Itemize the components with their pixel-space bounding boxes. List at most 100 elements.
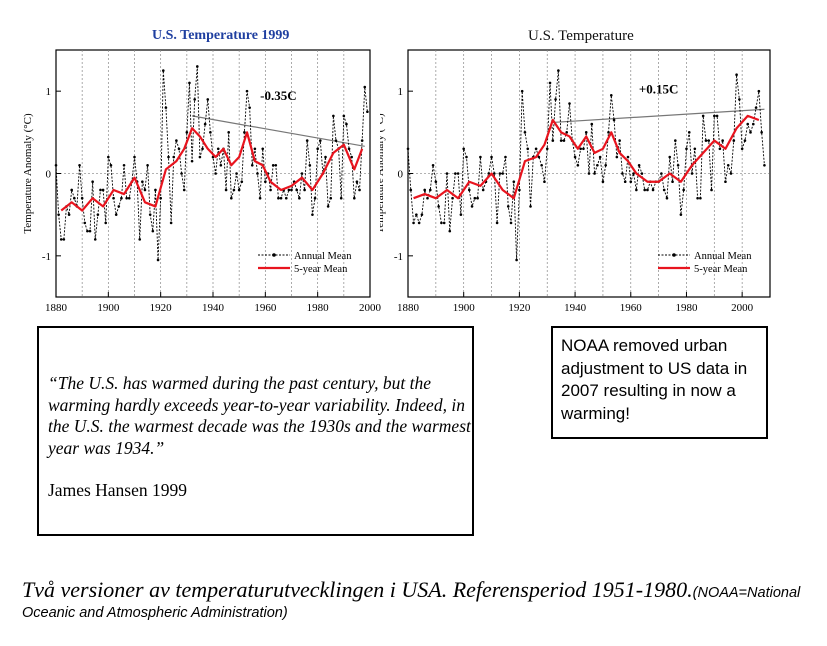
left-legend-annual-marker <box>272 253 276 257</box>
right-annual-mean-point <box>726 163 730 167</box>
quote-author: James Hansen 1999 <box>48 480 188 500</box>
left-annual-mean-point <box>224 188 228 192</box>
left-x-tick-label: 1900 <box>97 302 120 314</box>
left-annual-mean-point <box>196 65 199 68</box>
left-annual-mean-point <box>298 196 301 200</box>
left-annual-mean-point <box>57 213 60 216</box>
left-annual-mean-point <box>219 163 223 167</box>
left-annual-mean-point <box>235 172 238 175</box>
left-annual-mean-point <box>329 196 333 200</box>
right-annual-mean-point <box>526 147 530 151</box>
left-annual-mean-point <box>311 213 314 216</box>
right-annual-mean-point <box>621 172 624 175</box>
left-annual-mean-point <box>350 155 353 159</box>
left-annual-mean-point <box>230 196 233 200</box>
left-annual-mean-point <box>332 114 335 118</box>
chart-title: U.S. Temperature 1999 <box>152 28 290 43</box>
left-annual-mean-point <box>290 188 293 192</box>
left-annual-mean-point <box>99 188 102 192</box>
left-annual-mean-point <box>253 147 257 151</box>
left-annual-mean-point <box>148 213 152 216</box>
right-annual-mean-point <box>509 221 513 225</box>
right-annual-mean-point <box>660 172 663 175</box>
left-annual-mean-point <box>172 155 176 159</box>
right-annual-mean-point <box>740 147 744 151</box>
left-annual-mean-point <box>232 188 236 192</box>
right-annual-mean-point <box>646 188 649 192</box>
left-annual-mean-point <box>125 196 128 200</box>
caption-main: Två versioner av temperaturutvecklingen … <box>22 577 693 602</box>
right-annual-mean-point <box>718 147 722 151</box>
right-annual-mean-point <box>579 147 582 151</box>
caption-small: (NOAA=National Oceanic and Atmospheric A… <box>22 585 801 621</box>
left-annual-mean-point <box>261 147 265 151</box>
right-annual-mean-point <box>635 188 638 192</box>
left-annual-mean-point <box>366 110 369 114</box>
left-annual-mean-point <box>284 196 288 200</box>
right-annual-mean-point <box>481 188 485 192</box>
left-annual-mean-point <box>316 147 319 151</box>
right-legend-annual-label: Annual Mean <box>694 251 752 262</box>
left-annual-mean-point <box>143 188 147 192</box>
left-annual-mean-point <box>227 131 230 134</box>
left-x-tick-label: 1960 <box>254 302 277 314</box>
left-annual-mean-point <box>91 180 94 184</box>
left-annual-mean-point <box>120 196 123 200</box>
left-annual-mean-point <box>269 188 272 192</box>
right-annual-mean-point <box>713 114 716 118</box>
right-annual-mean-point <box>431 163 435 167</box>
left-trend-annotation: -0.35C <box>260 88 296 103</box>
right-annual-mean-point <box>476 196 479 200</box>
right-annual-mean-point <box>406 147 410 151</box>
right-annual-mean-point <box>640 172 644 175</box>
right-annual-mean-point <box>651 188 655 192</box>
right-annual-mean-point <box>732 139 736 142</box>
left-annual-mean-point <box>305 139 309 142</box>
left-annual-mean-point <box>96 213 100 216</box>
right-annual-mean-point <box>493 172 496 175</box>
right-annual-mean-point <box>465 155 468 159</box>
left-annual-mean-point <box>73 196 76 200</box>
left-annual-mean-point <box>114 213 118 216</box>
left-annual-mean-line <box>55 66 368 260</box>
left-annual-mean-point <box>201 147 204 151</box>
chart-us-temperature: U.S. Temperature 1880 1900 1920 1940 1960 198… <box>374 0 775 325</box>
left-annual-mean-point <box>59 238 63 241</box>
left-y-tick-label: 1 <box>46 86 52 98</box>
right-annual-mean-point <box>520 89 524 93</box>
left-annual-mean-point <box>117 205 121 208</box>
right-five-year-mean-line <box>413 114 760 200</box>
right-annual-mean-point <box>568 102 571 105</box>
right-annual-mean-point <box>437 205 440 208</box>
left-annual-mean-point <box>62 238 66 241</box>
right-legend-five-year-label: 5-year Mean <box>694 264 748 275</box>
right-annual-mean-point <box>701 114 705 118</box>
right-annual-mean-point <box>721 139 724 142</box>
left-annual-mean-point <box>177 147 181 151</box>
right-annual-mean-point <box>512 180 516 184</box>
left-annual-mean-point <box>216 147 220 151</box>
right-annual-mean-point <box>506 205 510 208</box>
left-annual-mean-point <box>277 196 280 200</box>
right-annual-mean-point <box>615 155 619 159</box>
left-annual-mean-point <box>363 85 367 89</box>
left-annual-mean-point <box>206 98 210 101</box>
left-annual-mean-point <box>159 196 162 200</box>
right-annual-mean-point <box>565 131 569 134</box>
right-annual-mean-point <box>576 163 580 167</box>
right-x-tick-label: 2000 <box>731 302 754 314</box>
right-annual-mean-point <box>596 163 599 167</box>
right-annual-mean-point <box>428 188 432 192</box>
left-y-axis-label: Temperature Anomaly (°C) <box>22 113 34 234</box>
left-annual-mean-point <box>324 155 327 159</box>
quote-text: “The U.S. has warmed during the past cen… <box>48 373 471 458</box>
right-annual-mean-point <box>754 106 758 109</box>
left-annual-mean-point <box>112 196 115 200</box>
left-annual-mean-point <box>295 188 299 192</box>
right-annual-mean-point <box>423 188 427 192</box>
right-annual-mean-point <box>674 139 677 142</box>
right-annual-mean-point <box>743 139 747 142</box>
right-annual-mean-point <box>415 213 418 216</box>
left-annual-mean-point <box>264 180 267 184</box>
left-annual-mean-point <box>180 172 183 175</box>
